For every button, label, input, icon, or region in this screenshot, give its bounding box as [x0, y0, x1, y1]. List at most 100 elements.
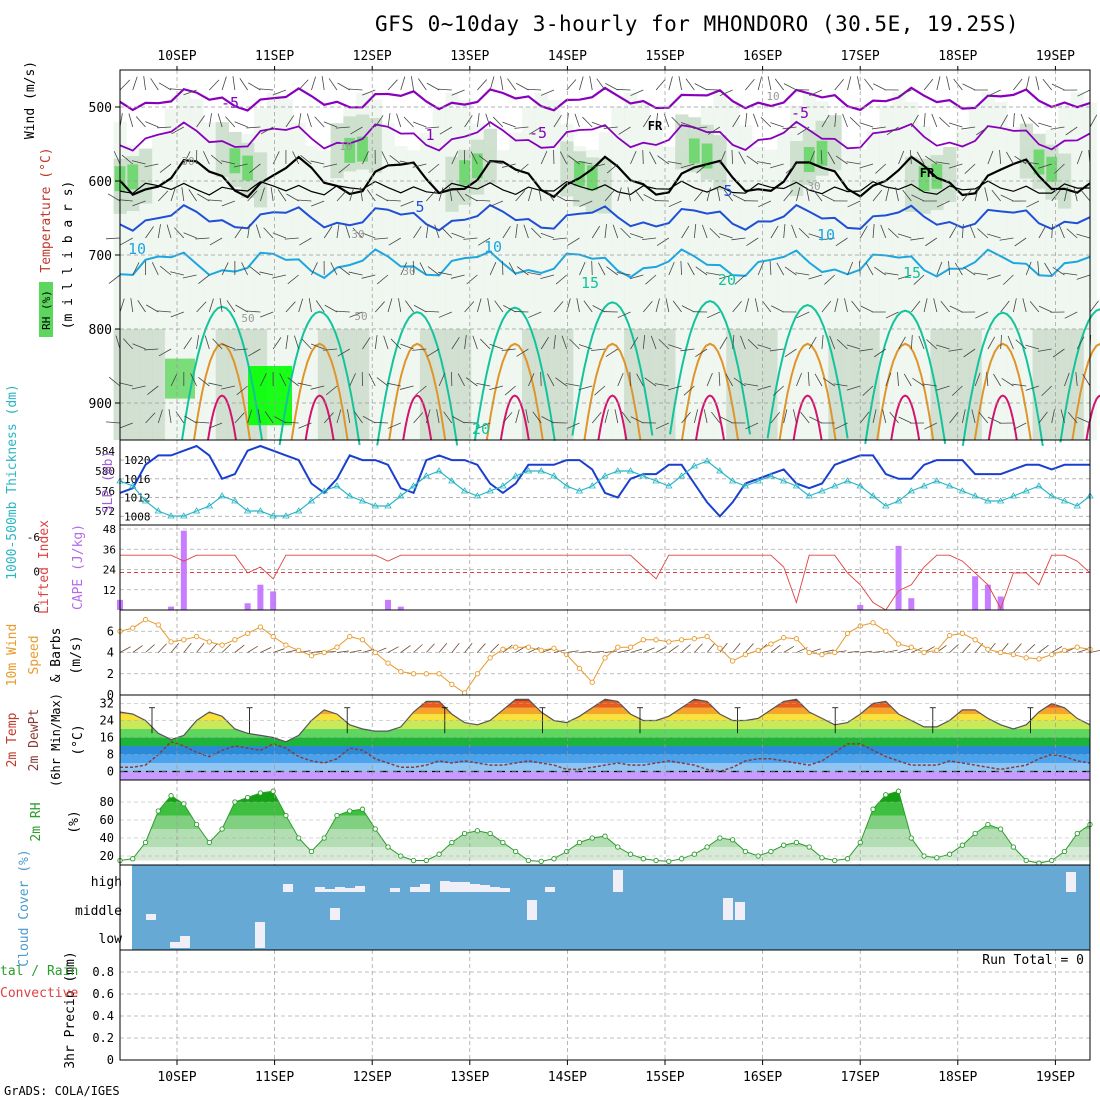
wind-barb-10m — [872, 650, 885, 653]
rh-point — [895, 788, 902, 794]
wind-barb — [859, 163, 874, 169]
wind-barb — [183, 89, 197, 96]
wind-barb — [834, 298, 839, 313]
wind-barb — [747, 339, 759, 350]
wind-barb — [680, 122, 695, 128]
rh-point — [308, 848, 315, 855]
x-tick-label-bottom: 13SEP — [450, 1070, 489, 1085]
rh-shade-light — [266, 92, 281, 441]
cloud-bar-high — [470, 884, 480, 892]
wind-barb — [476, 298, 482, 313]
wind-barb — [400, 200, 414, 207]
wind-speed-point — [359, 637, 366, 643]
x-tick-label-top: 19SEP — [1036, 49, 1075, 64]
wind-barb — [770, 163, 784, 169]
cloud-bar-high — [420, 884, 430, 892]
wind-barb — [1066, 228, 1078, 239]
wind-barb — [310, 343, 325, 350]
rh-point — [219, 826, 225, 832]
wind-barb — [157, 126, 172, 129]
wind-barb — [827, 151, 836, 165]
wind-barb — [776, 262, 785, 276]
wind-barb — [285, 115, 295, 128]
rh-point — [1023, 857, 1029, 864]
wind-barb — [376, 274, 389, 285]
wind-barb — [1075, 372, 1078, 387]
wind-barb — [701, 224, 708, 239]
wind-barb — [115, 335, 121, 350]
wind-barb-10m — [400, 645, 411, 653]
ylabel-barbs: & Barbs — [49, 628, 64, 683]
wind-barb-10m — [349, 649, 362, 653]
wind-barb — [554, 194, 567, 202]
rh-point — [946, 851, 953, 857]
rh-shade-high — [816, 140, 828, 166]
wind-barb — [630, 336, 639, 350]
wind-barb — [123, 338, 134, 350]
wind-barb — [362, 232, 376, 239]
wind-barb — [235, 304, 248, 313]
wind-barb — [767, 76, 772, 91]
rh-point — [551, 856, 557, 862]
ylabel-rh-unit: (%) — [67, 810, 82, 833]
wind-barb — [157, 310, 172, 313]
wind-barb — [885, 311, 899, 319]
wind-speed-point — [1023, 655, 1029, 661]
thickness-point — [448, 477, 456, 484]
wind-barb — [931, 113, 938, 128]
wind-barb — [589, 76, 593, 91]
rh-shade-low-level — [739, 329, 753, 440]
rh-point — [449, 839, 455, 846]
wind-barb — [939, 117, 950, 128]
isotherm-label: 15 — [903, 264, 921, 282]
wind-barb — [441, 227, 453, 239]
wind-speed-point — [244, 630, 251, 637]
wind-speed-point — [372, 649, 378, 656]
wind-barb — [1060, 409, 1065, 424]
wind-barb — [272, 274, 287, 279]
thickness-tick-label: 572 — [95, 505, 115, 518]
rh-shade-high — [357, 136, 368, 162]
rh-point — [640, 856, 646, 862]
isotherm-20-arch — [1071, 342, 1100, 441]
wind-barb — [873, 83, 886, 91]
wind-barb — [707, 126, 721, 135]
freezing-level-line — [119, 155, 1091, 199]
ylabel-temp-unit: (°C) — [71, 724, 86, 755]
rh-point — [244, 794, 251, 801]
wind-barb — [545, 189, 555, 202]
x-tick-label-top: 16SEP — [743, 49, 782, 64]
wind-barb — [264, 411, 274, 424]
isotherm-20-arch — [973, 342, 1032, 441]
wind-barb — [198, 274, 210, 284]
wind-barb — [388, 237, 401, 246]
wind-barb — [284, 237, 299, 240]
wind-barb — [413, 226, 422, 239]
wind-barb — [279, 373, 287, 387]
rh-point — [576, 839, 583, 846]
wind-speed-point — [895, 641, 902, 647]
rh-point — [870, 806, 876, 812]
wind-barb — [656, 237, 670, 246]
wind-barb — [814, 373, 823, 387]
wind-barb — [1052, 348, 1065, 358]
wind-barb — [752, 113, 759, 128]
wind-barb — [390, 338, 402, 350]
wind-barb — [716, 187, 721, 202]
wind-barb — [732, 335, 735, 350]
wind-barb — [425, 224, 429, 239]
cape-bar — [270, 591, 277, 610]
wind-barb — [962, 83, 976, 91]
wind-barb — [1065, 126, 1078, 136]
wind-barb — [221, 76, 227, 91]
wind-barb — [287, 377, 299, 387]
wind-barb-10m — [962, 643, 971, 653]
wind-barb — [591, 163, 606, 168]
wind-barb — [872, 409, 877, 424]
wind-speed-point — [155, 622, 161, 628]
wind-barb — [159, 163, 172, 173]
wind-barb — [667, 161, 682, 165]
wind-barb — [204, 335, 210, 350]
cape-bar — [972, 576, 979, 610]
wind-barb — [757, 344, 772, 350]
